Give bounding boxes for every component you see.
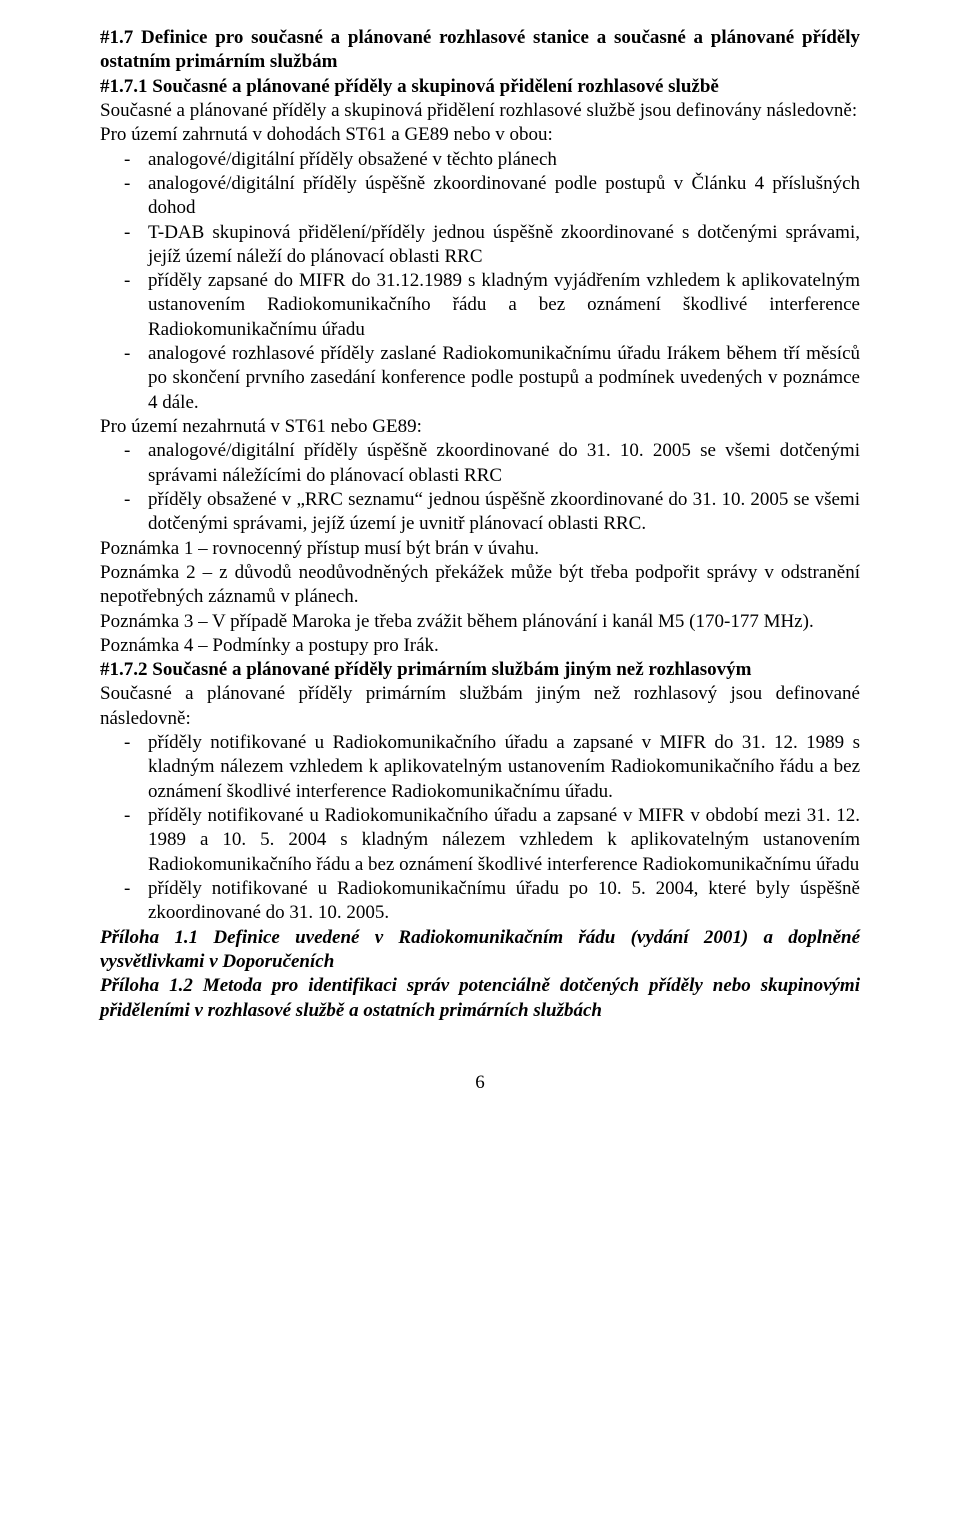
heading-1-7: #1.7 Definice pro současné a plánované r… bbox=[100, 26, 860, 75]
heading-1-7-2: #1.7.2 Současné a plánované příděly prim… bbox=[100, 658, 860, 682]
annex-1-2: Příloha 1.2 Metoda pro identifikaci sprá… bbox=[100, 974, 860, 1023]
list-item: analogové/digitální příděly úspěšně zkoo… bbox=[100, 172, 860, 221]
intro-1-7-2: Současné a plánované příděly primárním s… bbox=[100, 682, 860, 731]
zone2-label: Pro území nezahrnutá v ST61 nebo GE89: bbox=[100, 415, 860, 439]
annex-1-1: Příloha 1.1 Definice uvedené v Radiokomu… bbox=[100, 926, 860, 975]
list-item: T-DAB skupinová přidělení/příděly jednou… bbox=[100, 221, 860, 270]
list-item: analogové rozhlasové příděly zaslané Rad… bbox=[100, 342, 860, 415]
note-1: Poznámka 1 – rovnocenný přístup musí být… bbox=[100, 537, 860, 561]
list-item: příděly obsažené v „RRC seznamu“ jednou … bbox=[100, 488, 860, 537]
note-3: Poznámka 3 – V případě Maroka je třeba z… bbox=[100, 610, 860, 634]
zone1-list: analogové/digitální příděly obsažené v t… bbox=[100, 148, 860, 415]
sub172-list: příděly notifikované u Radiokomunikačníh… bbox=[100, 731, 860, 926]
heading-1-7-1: #1.7.1 Současné a plánované příděly a sk… bbox=[100, 75, 860, 99]
document-page: #1.7 Definice pro současné a plánované r… bbox=[0, 0, 960, 1125]
list-item: příděly notifikované u Radiokomunikačníh… bbox=[100, 731, 860, 804]
list-item: příděly notifikované u Radiokomunikačním… bbox=[100, 877, 860, 926]
note-4: Poznámka 4 – Podmínky a postupy pro Irák… bbox=[100, 634, 860, 658]
list-item: analogové/digitální příděly úspěšně zkoo… bbox=[100, 439, 860, 488]
zone1-label: Pro území zahrnutá v dohodách ST61 a GE8… bbox=[100, 123, 860, 147]
page-number: 6 bbox=[100, 1071, 860, 1125]
intro-1-7-1: Současné a plánované příděly a skupinová… bbox=[100, 99, 860, 123]
note-2: Poznámka 2 – z důvodů neodůvodněných pře… bbox=[100, 561, 860, 610]
list-item: příděly notifikované u Radiokomunikačníh… bbox=[100, 804, 860, 877]
zone2-list: analogové/digitální příděly úspěšně zkoo… bbox=[100, 439, 860, 536]
list-item: příděly zapsané do MIFR do 31.12.1989 s … bbox=[100, 269, 860, 342]
list-item: analogové/digitální příděly obsažené v t… bbox=[100, 148, 860, 172]
